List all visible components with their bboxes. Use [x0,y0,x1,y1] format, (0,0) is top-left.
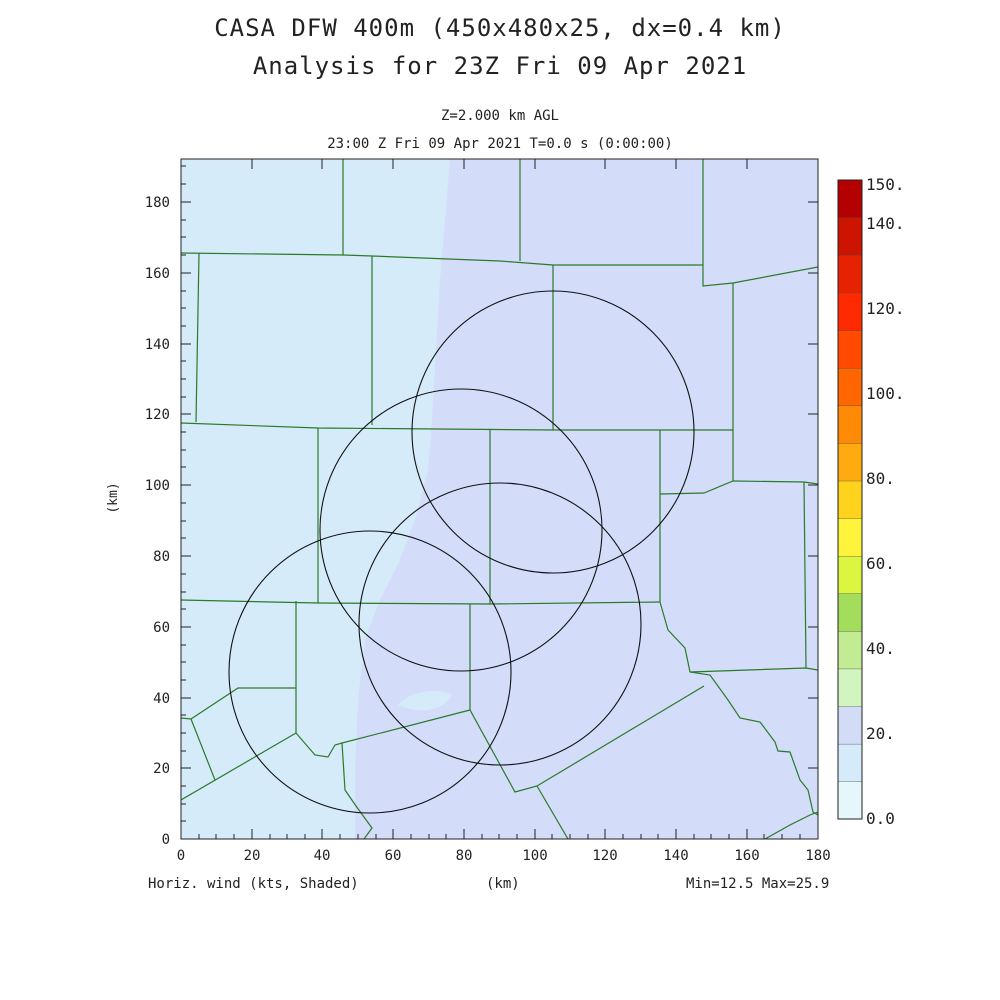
y-tick-label: 100 [145,478,170,494]
colorbar-swatch [837,367,863,407]
colorbar-swatch [837,217,863,256]
colorbar-label: 140. [866,214,905,233]
colorbar-labels: 0.0 20. 40. 60. 80. 100. 120. 140. 150. [866,175,905,828]
colorbar-swatch [837,743,863,782]
x-tick-label: 120 [592,848,617,864]
y-axis-label: (km) [106,482,121,513]
x-tick-label: 40 [314,848,331,864]
x-tick-label: 180 [805,848,830,864]
x-axis-label: (km) [486,876,520,892]
colorbar-swatch [837,292,863,331]
colorbar-label: 60. [866,554,895,573]
colorbar-swatch [837,706,863,745]
min-max-label: Min=12.5 Max=25.9 [686,876,830,892]
x-tick-label: 20 [244,848,261,864]
colorbar-swatch [837,179,863,219]
colorbar-swatch [837,480,863,519]
x-tick-label: 160 [734,848,759,864]
radar-ring-2 [319,388,603,672]
colorbar-label: 40. [866,639,895,658]
level-label: Z=2.000 km AGL [440,108,559,124]
wind-region-low-pocket [398,691,452,711]
x-tick-label: 0 [177,848,185,864]
colorbar-label: 150. [866,175,905,194]
county-borders [181,159,818,839]
colorbar-label: 0.0 [866,809,895,828]
x-tick-labels: 0 20 40 60 80 100 120 140 160 180 [177,848,831,864]
colorbar-swatch [837,630,863,670]
y-tick-label: 20 [153,761,170,777]
title-line-2: Analysis for 23Z Fri 09 Apr 2021 [252,52,748,80]
y-tick-label: 80 [153,549,170,565]
colorbar-label: 80. [866,469,895,488]
colorbar-swatch [837,254,863,294]
colorbar-swatch [837,555,863,594]
colorbar-swatch [837,518,863,557]
title-line-1: CASA DFW 400m (450x480x25, dx=0.4 km) [214,14,786,42]
wind-field [181,159,818,839]
y-tick-label: 160 [145,266,170,282]
x-tick-label: 80 [456,848,473,864]
radar-ring-4 [411,290,695,574]
field-label: Horiz. wind (kts, Shaded) [148,876,359,892]
y-tick-label: 120 [145,407,170,423]
x-tick-label: 60 [385,848,402,864]
colorbar-label: 20. [866,724,895,743]
time-label: 23:00 Z Fri 09 Apr 2021 T=0.0 s (0:00:00… [327,136,673,152]
x-tick-label: 140 [663,848,688,864]
x-tick-label: 100 [522,848,547,864]
colorbar [837,179,863,820]
y-tick-label: 140 [145,337,170,353]
y-tick-label: 180 [145,195,170,211]
radar-ring-3 [358,482,642,766]
y-tick-label: 60 [153,620,170,636]
y-tick-label: 0 [162,832,170,848]
colorbar-label: 100. [866,384,905,403]
colorbar-swatch [837,781,863,820]
colorbar-swatch [837,442,863,482]
axis-ticks [180,159,819,840]
colorbar-label: 120. [866,299,905,318]
y-tick-labels: 0 20 40 60 80 100 120 140 160 180 [145,195,170,848]
colorbar-swatch [837,405,863,444]
colorbar-swatch [837,330,863,369]
radar-range-rings [228,290,695,814]
colorbar-swatch [837,593,863,632]
wind-region-mid [355,159,818,839]
colorbar-frame [837,179,863,820]
radar-ring-1 [228,530,512,814]
y-tick-label: 40 [153,691,170,707]
colorbar-swatch [837,668,863,707]
